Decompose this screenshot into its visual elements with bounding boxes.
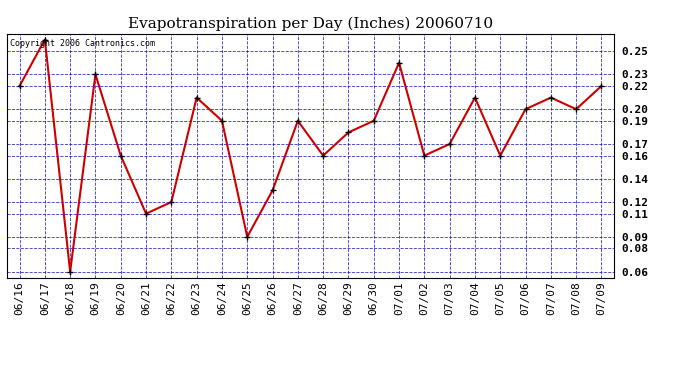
Title: Evapotranspiration per Day (Inches) 20060710: Evapotranspiration per Day (Inches) 2006… — [128, 17, 493, 31]
Text: Copyright 2006 Cantronics.com: Copyright 2006 Cantronics.com — [10, 39, 155, 48]
